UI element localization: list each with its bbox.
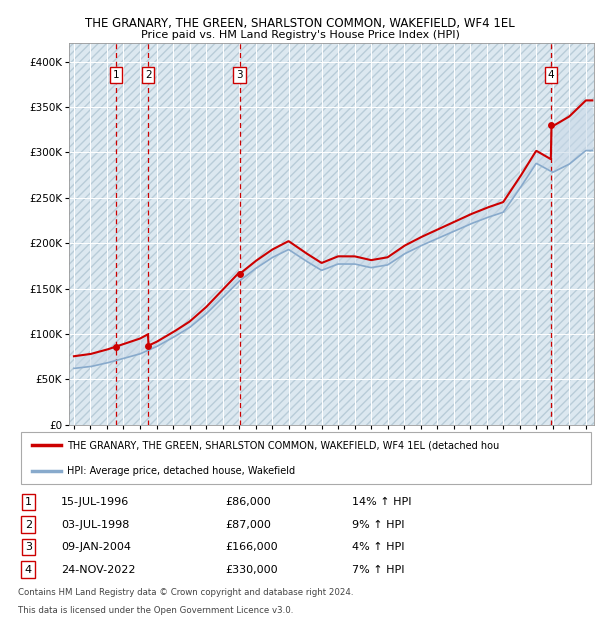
Text: 2: 2	[25, 520, 32, 529]
Text: 1: 1	[113, 70, 119, 80]
Text: 14% ↑ HPI: 14% ↑ HPI	[352, 497, 412, 507]
Text: £86,000: £86,000	[226, 497, 271, 507]
Text: Price paid vs. HM Land Registry's House Price Index (HPI): Price paid vs. HM Land Registry's House …	[140, 30, 460, 40]
Text: 1: 1	[25, 497, 32, 507]
Text: THE GRANARY, THE GREEN, SHARLSTON COMMON, WAKEFIELD, WF4 1EL: THE GRANARY, THE GREEN, SHARLSTON COMMON…	[85, 17, 515, 30]
Text: 3: 3	[236, 70, 243, 80]
Text: 3: 3	[25, 542, 32, 552]
Text: 4: 4	[25, 565, 32, 575]
Text: This data is licensed under the Open Government Licence v3.0.: This data is licensed under the Open Gov…	[18, 606, 293, 615]
Text: £330,000: £330,000	[226, 565, 278, 575]
Text: 09-JAN-2004: 09-JAN-2004	[61, 542, 131, 552]
Text: 2: 2	[145, 70, 152, 80]
Text: £87,000: £87,000	[226, 520, 271, 529]
Text: Contains HM Land Registry data © Crown copyright and database right 2024.: Contains HM Land Registry data © Crown c…	[18, 588, 353, 597]
Text: 4: 4	[548, 70, 554, 80]
FancyBboxPatch shape	[21, 432, 591, 484]
Text: 9% ↑ HPI: 9% ↑ HPI	[352, 520, 404, 529]
Text: HPI: Average price, detached house, Wakefield: HPI: Average price, detached house, Wake…	[67, 466, 295, 476]
Text: £166,000: £166,000	[226, 542, 278, 552]
Text: 7% ↑ HPI: 7% ↑ HPI	[352, 565, 404, 575]
Text: 24-NOV-2022: 24-NOV-2022	[61, 565, 136, 575]
Text: THE GRANARY, THE GREEN, SHARLSTON COMMON, WAKEFIELD, WF4 1EL (detached hou: THE GRANARY, THE GREEN, SHARLSTON COMMON…	[67, 440, 499, 450]
Text: 03-JUL-1998: 03-JUL-1998	[61, 520, 130, 529]
Text: 15-JUL-1996: 15-JUL-1996	[61, 497, 130, 507]
Text: 4% ↑ HPI: 4% ↑ HPI	[352, 542, 404, 552]
